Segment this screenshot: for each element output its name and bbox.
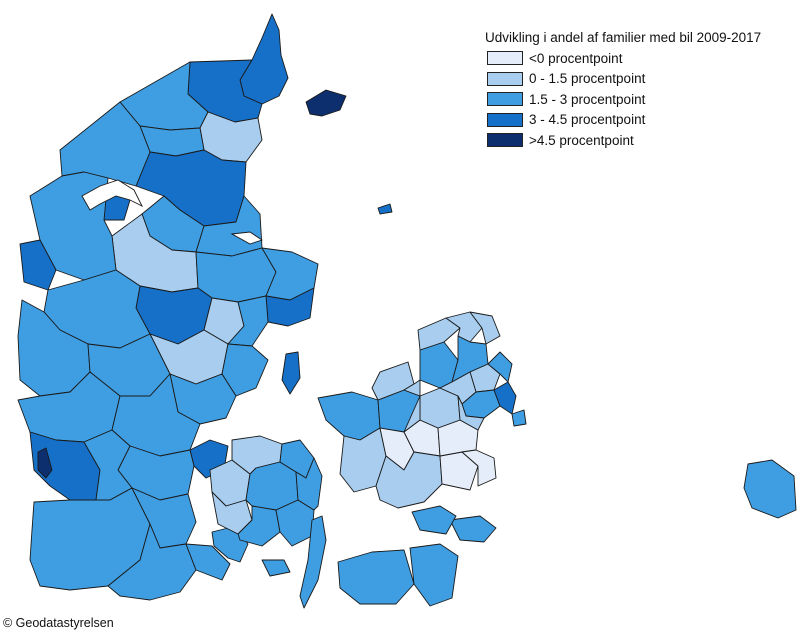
- legend-label: >4.5 procentpoint: [529, 132, 634, 148]
- legend-item: 0 - 1.5 procentpoint: [485, 69, 761, 90]
- legend-item: >4.5 procentpoint: [485, 130, 761, 151]
- region-helsingoer: [469, 311, 501, 345]
- region-vordingborg: [411, 505, 457, 535]
- region-greve: [457, 395, 485, 431]
- region-moen: [449, 515, 497, 543]
- legend-swatch: [487, 51, 523, 66]
- copyright-credit: © Geodatastyrelsen: [3, 616, 114, 630]
- legend-label: 1.5 - 3 procentpoint: [529, 91, 646, 107]
- region-rudersdal: [487, 351, 513, 383]
- region-randers: [195, 247, 277, 303]
- region-soenderborg: [185, 543, 231, 581]
- region-kalundborg: [317, 391, 381, 441]
- region-langeland: [299, 515, 327, 609]
- legend-label: 3 - 4.5 procentpoint: [529, 112, 646, 128]
- legend-swatch: [487, 112, 523, 127]
- map-legend: Udvikling i andel af familier med bil 20…: [485, 30, 761, 151]
- region-lolland: [337, 549, 415, 605]
- region-aeroe: [261, 559, 291, 577]
- mariager-fjord-water: [230, 231, 264, 245]
- legend-label: 0 - 1.5 procentpoint: [529, 71, 646, 87]
- region-nyborg: [295, 457, 323, 511]
- region-amager: [511, 409, 527, 427]
- region-holstebro: [19, 239, 57, 291]
- region-bornholm: [743, 459, 797, 519]
- region-anholt: [377, 203, 393, 215]
- legend-label: <0 procentpoint: [529, 50, 623, 66]
- region-fanoe: [37, 447, 53, 479]
- region-bogense: [403, 379, 421, 433]
- region-stevns: [461, 449, 497, 487]
- legend-item: 3 - 4.5 procentpoint: [485, 110, 761, 131]
- region-samsoe: [281, 351, 301, 395]
- region-halsnaes: [417, 317, 461, 351]
- legend-swatch: [487, 92, 523, 107]
- region-guldborgsund: [409, 543, 459, 607]
- legend-swatch: [487, 71, 523, 86]
- region-copenhagen: [493, 381, 517, 415]
- region-aabenraa: [107, 523, 197, 601]
- limfjord-water: [81, 179, 144, 211]
- legend-item: <0 procentpoint: [485, 48, 761, 69]
- region-skagen: [239, 13, 289, 105]
- legend-swatch: [487, 133, 523, 148]
- legend-title: Udvikling i andel af familier med bil 20…: [485, 30, 762, 45]
- region-naestved: [375, 451, 443, 509]
- legend-item: 1.5 - 3 procentpoint: [485, 89, 761, 110]
- region-laesoe: [305, 89, 347, 117]
